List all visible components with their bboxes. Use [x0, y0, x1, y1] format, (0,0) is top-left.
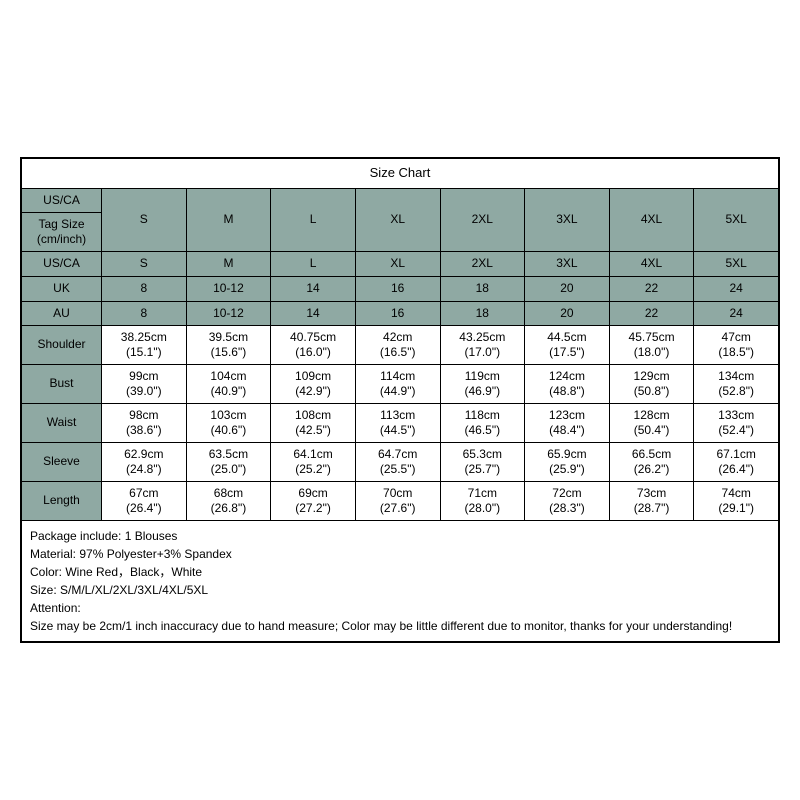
shoulder-1: 39.5cm(15.6"): [186, 326, 271, 365]
uk-1: 10-12: [186, 276, 271, 301]
au-0: 8: [102, 301, 187, 326]
label-waist: Waist: [22, 404, 102, 443]
size-chart-table: Size ChartUS/CASMLXL2XL3XL4XL5XLTag Size…: [21, 158, 779, 642]
bust-7: 134cm(52.8"): [694, 365, 779, 404]
row-bust: Bust99cm(39.0")104cm(40.9")109cm(42.9")1…: [22, 365, 779, 404]
row-sleeve: Sleeve62.9cm(24.8")63.5cm(25.0")64.1cm(2…: [22, 443, 779, 482]
au-1: 10-12: [186, 301, 271, 326]
length-2: 69cm(27.2"): [271, 482, 356, 521]
usca-3: XL: [355, 252, 440, 277]
usca-7: 5XL: [694, 252, 779, 277]
length-7: 74cm(29.1"): [694, 482, 779, 521]
usca-0: S: [102, 252, 187, 277]
sleeve-1: 63.5cm(25.0"): [186, 443, 271, 482]
sleeve-0: 62.9cm(24.8"): [102, 443, 187, 482]
length-6: 73cm(28.7"): [609, 482, 694, 521]
uk-7: 24: [694, 276, 779, 301]
size-col-M: M: [186, 188, 271, 252]
row-uk: UK810-12141618202224: [22, 276, 779, 301]
header-row-usca: US/CASMLXL2XL3XL4XL5XL: [22, 188, 779, 213]
chart-title: Size Chart: [22, 158, 779, 188]
uk-2: 14: [271, 276, 356, 301]
uk-0: 8: [102, 276, 187, 301]
sleeve-2: 64.1cm(25.2"): [271, 443, 356, 482]
waist-0: 98cm(38.6"): [102, 404, 187, 443]
row-usca: US/CASMLXL2XL3XL4XL5XL: [22, 252, 779, 277]
bust-5: 124cm(48.8"): [525, 365, 610, 404]
uk-3: 16: [355, 276, 440, 301]
usca-2: L: [271, 252, 356, 277]
waist-4: 118cm(46.5"): [440, 404, 525, 443]
au-4: 18: [440, 301, 525, 326]
usca-4: 2XL: [440, 252, 525, 277]
size-col-XL: XL: [355, 188, 440, 252]
au-2: 14: [271, 301, 356, 326]
row-length: Length67cm(26.4")68cm(26.8")69cm(27.2")7…: [22, 482, 779, 521]
row-notes: Package include: 1 BlousesMaterial: 97% …: [22, 521, 779, 642]
length-1: 68cm(26.8"): [186, 482, 271, 521]
product-notes: Package include: 1 BlousesMaterial: 97% …: [22, 521, 779, 642]
waist-6: 128cm(50.4"): [609, 404, 694, 443]
usca-1: M: [186, 252, 271, 277]
uk-5: 20: [525, 276, 610, 301]
label-au: AU: [22, 301, 102, 326]
title-row: Size Chart: [22, 158, 779, 188]
sleeve-3: 64.7cm(25.5"): [355, 443, 440, 482]
waist-1: 103cm(40.6"): [186, 404, 271, 443]
waist-2: 108cm(42.5"): [271, 404, 356, 443]
label-sleeve: Sleeve: [22, 443, 102, 482]
size-chart-container: Size ChartUS/CASMLXL2XL3XL4XL5XLTag Size…: [20, 157, 780, 643]
uk-4: 18: [440, 276, 525, 301]
length-3: 70cm(27.6"): [355, 482, 440, 521]
sleeve-4: 65.3cm(25.7"): [440, 443, 525, 482]
usca-6: 4XL: [609, 252, 694, 277]
au-3: 16: [355, 301, 440, 326]
size-col-S: S: [102, 188, 187, 252]
shoulder-2: 40.75cm(16.0"): [271, 326, 356, 365]
length-0: 67cm(26.4"): [102, 482, 187, 521]
shoulder-5: 44.5cm(17.5"): [525, 326, 610, 365]
size-col-5XL: 5XL: [694, 188, 779, 252]
label-usca-2: US/CA: [22, 252, 102, 277]
size-col-4XL: 4XL: [609, 188, 694, 252]
usca-5: 3XL: [525, 252, 610, 277]
bust-4: 119cm(46.9"): [440, 365, 525, 404]
uk-6: 22: [609, 276, 694, 301]
au-6: 22: [609, 301, 694, 326]
row-waist: Waist98cm(38.6")103cm(40.6")108cm(42.5")…: [22, 404, 779, 443]
shoulder-4: 43.25cm(17.0"): [440, 326, 525, 365]
au-7: 24: [694, 301, 779, 326]
au-5: 20: [525, 301, 610, 326]
bust-0: 99cm(39.0"): [102, 365, 187, 404]
sleeve-7: 67.1cm(26.4"): [694, 443, 779, 482]
label-usca: US/CA: [22, 188, 102, 213]
size-col-3XL: 3XL: [525, 188, 610, 252]
waist-3: 113cm(44.5"): [355, 404, 440, 443]
label-tagsize: Tag Size(cm/inch): [22, 213, 102, 252]
label-length: Length: [22, 482, 102, 521]
waist-7: 133cm(52.4"): [694, 404, 779, 443]
shoulder-7: 47cm(18.5"): [694, 326, 779, 365]
size-col-L: L: [271, 188, 356, 252]
length-5: 72cm(28.3"): [525, 482, 610, 521]
sleeve-5: 65.9cm(25.9"): [525, 443, 610, 482]
shoulder-6: 45.75cm(18.0"): [609, 326, 694, 365]
bust-3: 114cm(44.9"): [355, 365, 440, 404]
shoulder-3: 42cm(16.5"): [355, 326, 440, 365]
row-shoulder: Shoulder38.25cm(15.1")39.5cm(15.6")40.75…: [22, 326, 779, 365]
shoulder-0: 38.25cm(15.1"): [102, 326, 187, 365]
length-4: 71cm(28.0"): [440, 482, 525, 521]
sleeve-6: 66.5cm(26.2"): [609, 443, 694, 482]
bust-2: 109cm(42.9"): [271, 365, 356, 404]
bust-6: 129cm(50.8"): [609, 365, 694, 404]
label-bust: Bust: [22, 365, 102, 404]
size-col-2XL: 2XL: [440, 188, 525, 252]
waist-5: 123cm(48.4"): [525, 404, 610, 443]
label-uk: UK: [22, 276, 102, 301]
row-au: AU810-12141618202224: [22, 301, 779, 326]
label-shoulder: Shoulder: [22, 326, 102, 365]
bust-1: 104cm(40.9"): [186, 365, 271, 404]
